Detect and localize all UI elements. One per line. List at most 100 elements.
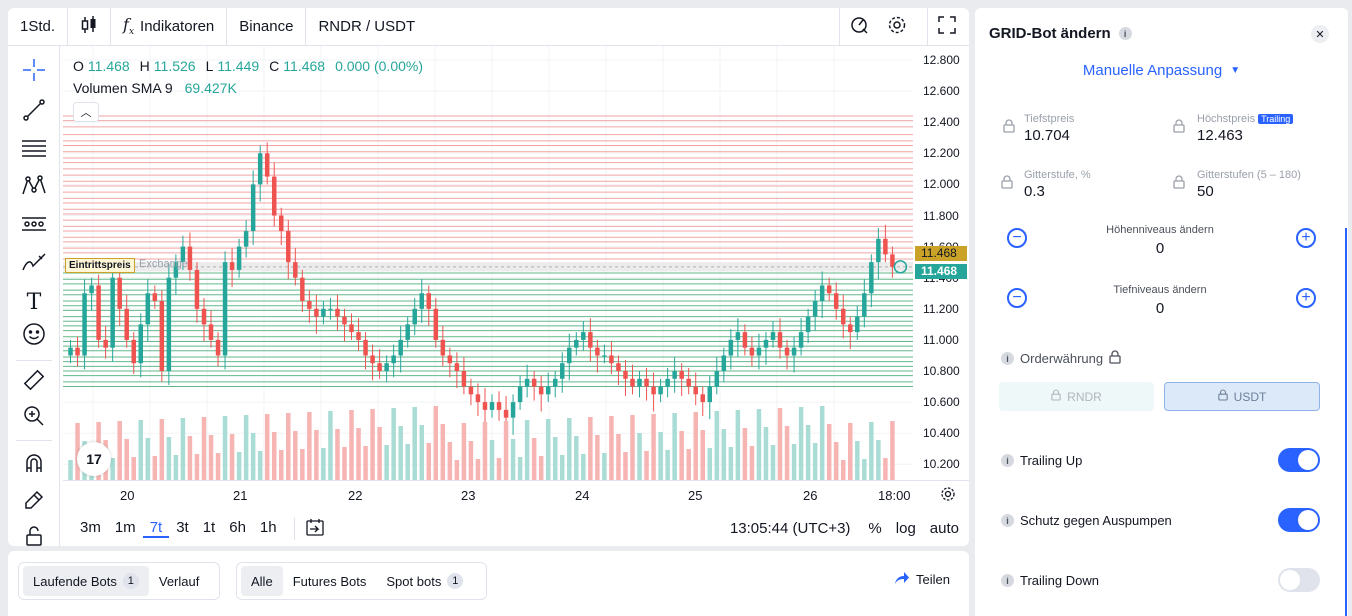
last-price-tag: 11.468 <box>915 263 967 279</box>
info-icon[interactable]: i <box>1001 514 1014 527</box>
chart-svg[interactable] <box>63 46 913 480</box>
exchange-label[interactable]: Binance <box>227 8 307 46</box>
down-levels-increase-button[interactable]: + <box>1296 288 1316 308</box>
range-button-1t[interactable]: 1t <box>202 519 216 536</box>
auto-scale-button[interactable]: auto <box>929 520 959 537</box>
volume-bar <box>279 450 284 480</box>
up-levels-increase-button[interactable]: + <box>1296 228 1316 248</box>
forecast-tool[interactable] <box>20 212 48 240</box>
trailing-up-toggle[interactable] <box>1278 448 1320 472</box>
volume-bar <box>349 410 354 480</box>
candle-body <box>833 293 839 309</box>
candle-body <box>194 269 200 309</box>
range-button-1h[interactable]: 1h <box>259 519 277 536</box>
pair-text: RNDR / USDT <box>318 18 416 35</box>
lock-icon <box>1001 175 1013 194</box>
collapse-legend-button[interactable]: ︿ <box>73 102 99 122</box>
chart-plot[interactable]: Eintrittspreis Exchange 17 <box>63 46 913 480</box>
fullscreen-button[interactable] <box>927 8 965 46</box>
range-button-1m[interactable]: 1m <box>114 519 136 536</box>
volume-bar <box>426 443 432 480</box>
range-button-7t[interactable]: 7t <box>142 519 170 538</box>
clock[interactable]: 13:05:44 (UTC+3) <box>729 520 851 537</box>
pump-protection-toggle[interactable] <box>1278 508 1320 532</box>
zoom-tool[interactable] <box>20 404 48 432</box>
candle-body <box>82 293 87 356</box>
volume-bar <box>840 460 846 480</box>
up-levels-label: Höhenniveaus ändern <box>1106 224 1214 236</box>
info-icon[interactable]: i <box>1118 27 1132 40</box>
info-icon[interactable]: i <box>1001 574 1014 587</box>
tab-futures[interactable]: Futures Bots <box>283 566 377 596</box>
measure-tool[interactable] <box>20 368 48 396</box>
currency-usdt-button[interactable]: USDT <box>1164 382 1320 411</box>
range-button-3m[interactable]: 3m <box>80 519 101 536</box>
drawing-mode-tool[interactable] <box>20 488 48 516</box>
price-tick-label: 10.200 <box>923 457 960 472</box>
magnet-tool[interactable] <box>20 452 48 480</box>
goto-date-button[interactable] <box>305 517 325 541</box>
fib-tool[interactable] <box>20 136 48 164</box>
volume-bar <box>833 442 839 480</box>
mode-dropdown[interactable]: Manuelle Anpassung ▼ <box>975 62 1348 79</box>
tab-history-label: Verlauf <box>158 573 200 589</box>
pair-label[interactable]: RNDR / USDT <box>306 8 427 46</box>
pattern-tool[interactable] <box>20 174 48 202</box>
volume-bar <box>637 433 642 480</box>
indicators-button[interactable]: fx Indikatoren <box>111 8 228 46</box>
scrollbar-thumb[interactable] <box>1345 228 1347 616</box>
info-icon[interactable]: i <box>1001 454 1014 467</box>
range-buttons: 3m 1m 7t 3t 1t 6h 1h <box>73 519 284 538</box>
trendline-tool[interactable] <box>20 98 48 126</box>
volume-bar <box>412 407 417 480</box>
brush-tool[interactable] <box>20 250 48 278</box>
candle-body <box>75 347 80 356</box>
price-axis[interactable]: 12.80012.60012.40012.20012.00011.80011.6… <box>913 46 969 480</box>
down-levels-value[interactable]: 0 <box>1155 300 1165 317</box>
quick-indicator-button[interactable] <box>839 8 877 46</box>
candle-body <box>812 301 818 317</box>
volume-label: Volumen SMA 9 <box>73 80 173 96</box>
up-levels-decrease-button[interactable]: − <box>1007 228 1027 248</box>
tradingview-logo[interactable]: 17 <box>77 442 111 476</box>
candle-body <box>293 262 298 278</box>
volume-bar <box>770 445 776 480</box>
down-levels-decrease-button[interactable]: − <box>1007 288 1027 308</box>
candle-body <box>869 262 874 294</box>
emoji-tool[interactable] <box>20 322 48 350</box>
volume-bar <box>538 456 544 480</box>
order-currency-header: i Orderwährung <box>1001 350 1121 367</box>
lock-tool[interactable] <box>20 524 48 546</box>
tab-spot[interactable]: Spot bots 1 <box>376 566 473 596</box>
time-axis[interactable]: 20 21 22 23 24 25 26 18:00 <box>63 480 969 508</box>
interval-selector[interactable]: 1Std. <box>8 8 69 46</box>
candle-body <box>180 246 186 263</box>
trailing-up-label: Trailing Up <box>1020 453 1083 468</box>
crosshair-tool[interactable] <box>20 58 48 86</box>
time-tick-label: 21 <box>233 488 248 503</box>
close-button[interactable]: ✕ <box>1311 25 1329 43</box>
candle-body <box>883 238 888 255</box>
percent-scale-button[interactable]: % <box>868 520 882 537</box>
trailing-down-toggle[interactable] <box>1278 568 1320 592</box>
chart-type-button[interactable] <box>68 8 112 46</box>
axis-settings-button[interactable] <box>940 486 956 507</box>
range-button-3t[interactable]: 3t <box>176 519 189 536</box>
currency-rndr-button[interactable]: RNDR <box>999 382 1154 411</box>
info-icon[interactable]: i <box>1001 352 1014 365</box>
share-button[interactable]: Teilen <box>894 571 950 588</box>
volume-bar <box>714 411 720 480</box>
settings-button[interactable] <box>878 8 916 46</box>
tab-all[interactable]: Alle <box>241 566 283 596</box>
text-tool[interactable]: T <box>20 288 48 316</box>
volume-bar <box>784 426 790 480</box>
candle-body <box>201 308 207 325</box>
volume-bar <box>651 414 656 480</box>
tab-history[interactable]: Verlauf <box>149 566 209 596</box>
up-levels-value[interactable]: 0 <box>1155 240 1165 257</box>
price-tick-label: 11.800 <box>923 208 959 223</box>
range-button-6h[interactable]: 6h <box>229 519 246 536</box>
candle-body <box>728 339 734 356</box>
log-scale-button[interactable]: log <box>895 520 916 537</box>
tab-running-bots[interactable]: Laufende Bots 1 <box>23 566 149 596</box>
